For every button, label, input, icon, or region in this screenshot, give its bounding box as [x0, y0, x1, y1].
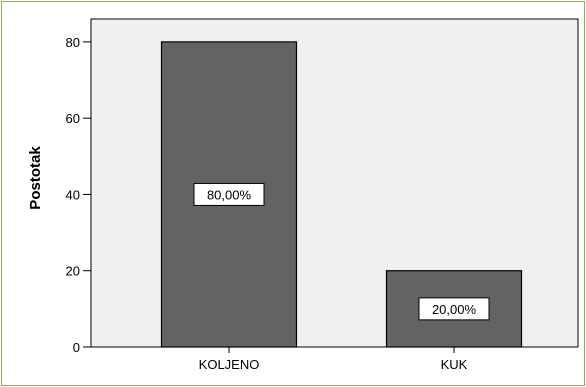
data-label: 20,00%: [432, 302, 477, 317]
axes: KOLJENO KUK 0 20 40 60 80: [66, 35, 468, 372]
data-label-box: [418, 297, 490, 321]
data-label-box: [193, 182, 265, 206]
y-tick-label: 0: [73, 340, 80, 355]
data-label: 80,00%: [207, 187, 252, 202]
y-tick-label: 80: [66, 35, 80, 50]
x-tick-label: KOLJENO: [199, 357, 260, 372]
data-labels: 80,00% 20,00%: [193, 182, 490, 321]
y-tick-label: 20: [66, 264, 80, 279]
y-tick-label: 40: [66, 187, 80, 202]
x-tick-label: KUK: [441, 357, 468, 372]
y-axis-label: Postotak: [27, 146, 44, 210]
y-tick-label: 60: [66, 111, 80, 126]
